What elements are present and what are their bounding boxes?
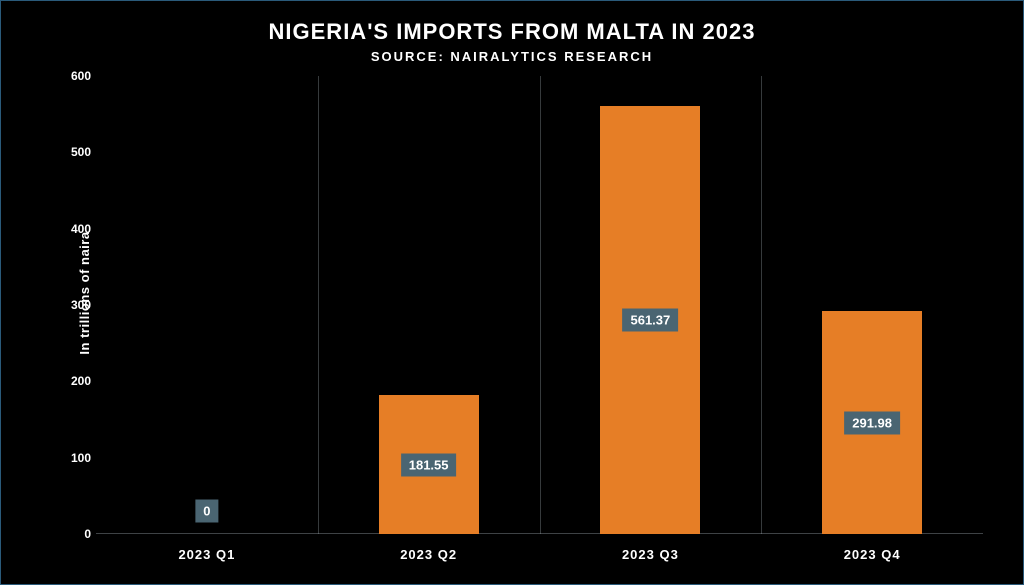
y-tick: 400 bbox=[56, 222, 91, 236]
x-tick: 2023 Q3 bbox=[622, 547, 679, 562]
gridline bbox=[318, 76, 319, 534]
y-tick: 300 bbox=[56, 298, 91, 312]
value-label: 0 bbox=[195, 500, 218, 523]
value-label: 291.98 bbox=[844, 411, 900, 434]
y-axis-label: In trillions of naira bbox=[77, 231, 92, 354]
y-tick: 600 bbox=[56, 69, 91, 83]
chart-subtitle: SOURCE: NAIRALYTICS RESEARCH bbox=[41, 49, 983, 64]
y-tick: 100 bbox=[56, 451, 91, 465]
chart-container: NIGERIA'S IMPORTS FROM MALTA IN 2023 SOU… bbox=[1, 1, 1023, 584]
value-label: 181.55 bbox=[401, 453, 457, 476]
gridline bbox=[540, 76, 541, 534]
chart-title: NIGERIA'S IMPORTS FROM MALTA IN 2023 bbox=[41, 19, 983, 45]
plot-area: 01002003004005006002023 Q102023 Q2181.55… bbox=[96, 76, 983, 534]
gridline bbox=[761, 76, 762, 534]
x-tick: 2023 Q1 bbox=[178, 547, 235, 562]
y-tick: 0 bbox=[56, 527, 91, 541]
x-tick: 2023 Q2 bbox=[400, 547, 457, 562]
y-tick: 200 bbox=[56, 374, 91, 388]
x-tick: 2023 Q4 bbox=[844, 547, 901, 562]
y-tick: 500 bbox=[56, 145, 91, 159]
value-label: 561.37 bbox=[622, 308, 678, 331]
